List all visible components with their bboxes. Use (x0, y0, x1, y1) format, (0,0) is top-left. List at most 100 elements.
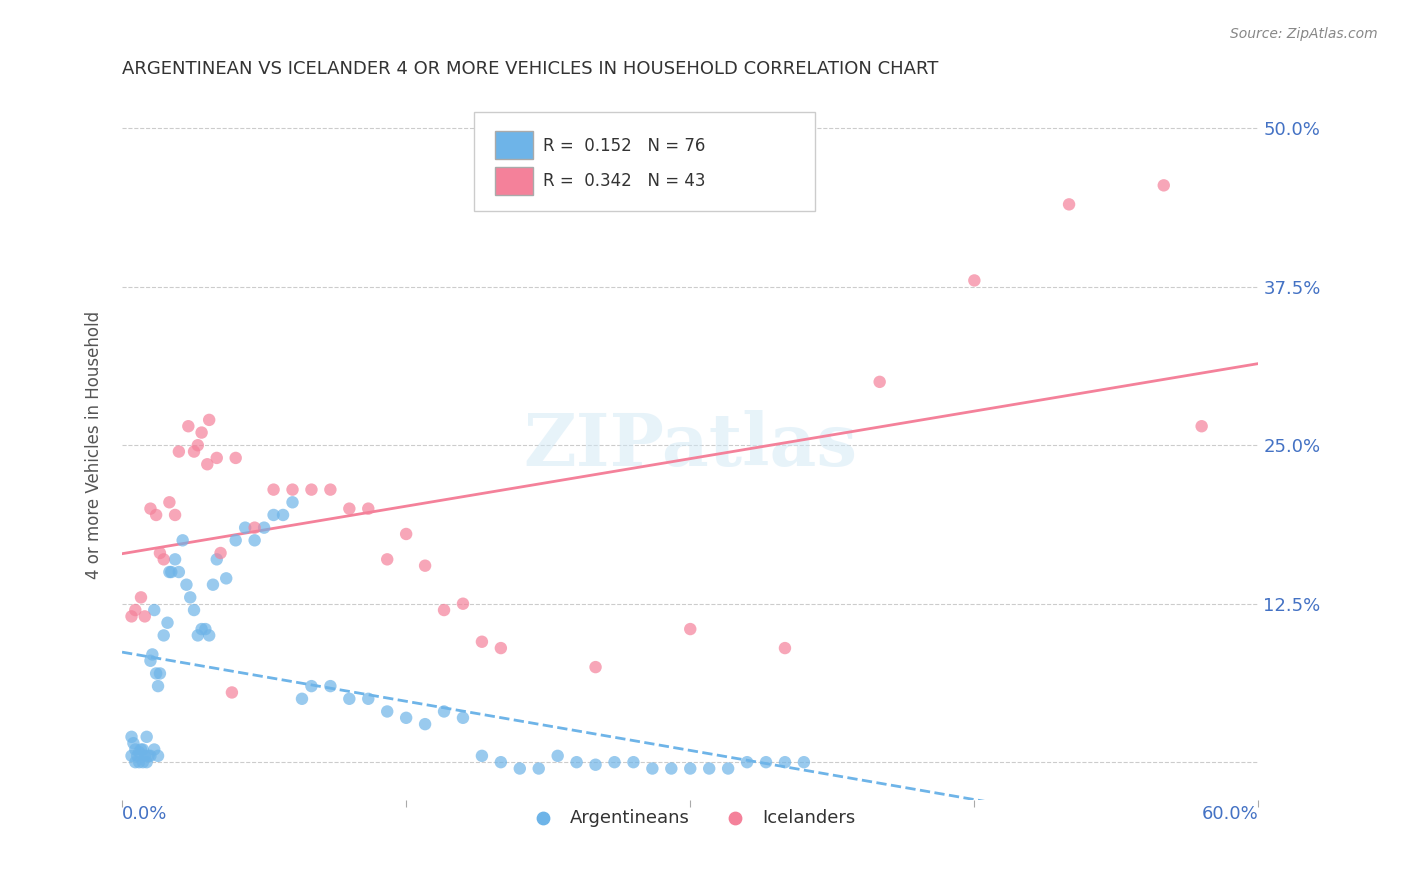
Point (143, 603, 166, 617)
Point (145, 508, 167, 522)
Point (659, 762, 682, 776)
Point (1153, 178, 1175, 193)
Legend: Argentineans, Icelanders: Argentineans, Icelanders (517, 801, 863, 834)
Point (139, 748, 162, 763)
Point (357, 501, 380, 516)
Point (221, 685, 243, 699)
Point (281, 495, 304, 509)
Point (755, 755, 778, 769)
Point (319, 483, 342, 497)
Point (190, 425, 212, 440)
Text: ARGENTINEAN VS ICELANDER 4 OR MORE VEHICLES IN HOUSEHOLD CORRELATION CHART: ARGENTINEAN VS ICELANDER 4 OR MORE VEHIC… (122, 60, 938, 78)
Point (135, 730, 157, 744)
Point (243, 533, 266, 548)
Point (134, 609, 156, 624)
Point (527, 762, 550, 776)
Point (337, 691, 360, 706)
Point (225, 533, 247, 548)
Point (205, 552, 228, 566)
Point (176, 577, 198, 591)
Point (143, 742, 166, 756)
Point (124, 755, 146, 769)
Point (205, 450, 228, 465)
FancyBboxPatch shape (474, 112, 815, 211)
Point (190, 622, 212, 636)
Point (172, 533, 194, 548)
Point (167, 565, 190, 579)
Point (138, 748, 160, 763)
Point (433, 603, 456, 617)
Point (194, 622, 217, 636)
Point (793, 755, 815, 769)
Point (165, 508, 187, 522)
Point (127, 748, 149, 763)
Point (215, 571, 238, 585)
Point (433, 705, 456, 719)
Point (471, 634, 494, 648)
Point (291, 691, 314, 706)
Point (623, 755, 645, 769)
Point (263, 483, 285, 497)
Point (121, 748, 143, 763)
Point (509, 762, 531, 776)
Point (124, 742, 146, 756)
Point (152, 552, 174, 566)
Point (129, 742, 152, 756)
Point (489, 641, 512, 656)
Point (160, 565, 183, 579)
Point (128, 745, 150, 759)
Point (243, 521, 266, 535)
Point (301, 679, 323, 693)
Point (134, 748, 156, 763)
Point (177, 419, 200, 434)
Text: 60.0%: 60.0% (1202, 805, 1258, 823)
Point (225, 450, 247, 465)
Point (121, 609, 143, 624)
Point (129, 591, 152, 605)
Text: ZIPatlas: ZIPatlas (523, 409, 858, 481)
Point (585, 757, 607, 772)
Point (1191, 419, 1213, 434)
Point (489, 755, 512, 769)
Point (233, 521, 256, 535)
Point (869, 375, 891, 389)
Point (146, 679, 169, 693)
Point (641, 762, 664, 776)
Point (773, 755, 796, 769)
Point (156, 615, 179, 630)
Point (187, 628, 209, 642)
Point (183, 603, 205, 617)
Point (201, 577, 224, 591)
Point (679, 622, 702, 636)
Point (139, 654, 162, 668)
Point (565, 755, 588, 769)
Y-axis label: 4 or more Vehicles in Household: 4 or more Vehicles in Household (86, 311, 103, 579)
Point (187, 438, 209, 452)
Point (451, 597, 474, 611)
Point (1057, 197, 1080, 211)
FancyBboxPatch shape (495, 167, 533, 194)
Point (281, 483, 304, 497)
Point (121, 730, 143, 744)
Point (413, 717, 436, 731)
Point (697, 762, 720, 776)
Point (963, 273, 986, 287)
Point (547, 748, 569, 763)
Point (301, 483, 323, 497)
Point (146, 748, 169, 763)
Point (375, 705, 398, 719)
Text: R =  0.342   N = 43: R = 0.342 N = 43 (543, 172, 704, 190)
Point (195, 457, 218, 471)
Point (132, 742, 155, 756)
Point (395, 711, 418, 725)
Point (157, 495, 180, 509)
Point (679, 762, 702, 776)
Point (141, 648, 163, 662)
Point (585, 660, 607, 674)
Point (717, 762, 740, 776)
Point (165, 552, 187, 566)
Point (198, 628, 221, 642)
Point (152, 628, 174, 642)
Point (271, 508, 294, 522)
Point (198, 413, 221, 427)
